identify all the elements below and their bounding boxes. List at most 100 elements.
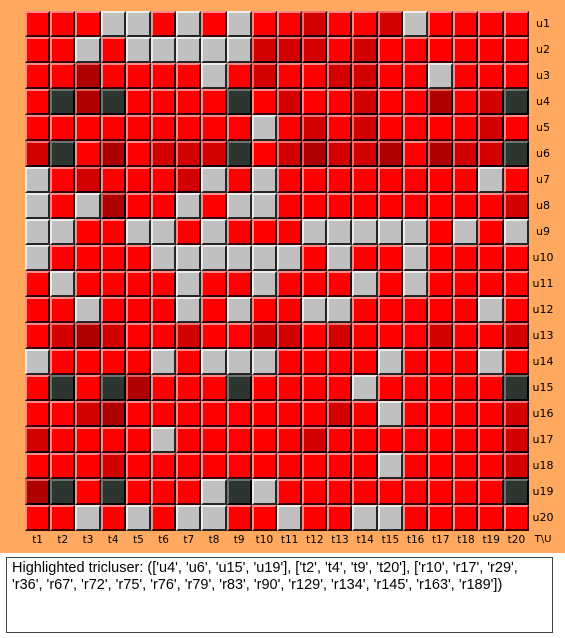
heatmap-cell[interactable]	[50, 89, 76, 115]
heatmap-cell[interactable]	[75, 115, 101, 141]
heatmap-cell[interactable]	[302, 479, 328, 505]
heatmap-cell[interactable]	[377, 505, 403, 531]
heatmap-cell[interactable]	[352, 193, 378, 219]
heatmap-cell[interactable]	[150, 11, 177, 37]
heatmap-cell[interactable]	[327, 193, 353, 219]
heatmap-cell[interactable]	[176, 89, 202, 115]
heatmap-cell[interactable]	[402, 479, 428, 505]
heatmap-cell[interactable]	[453, 453, 479, 479]
heatmap-cell[interactable]	[226, 167, 252, 193]
heatmap-cell[interactable]	[402, 349, 428, 375]
heatmap-cell[interactable]	[352, 271, 378, 297]
heatmap-cell[interactable]	[276, 219, 303, 245]
heatmap-cell[interactable]	[276, 245, 303, 271]
heatmap-cell[interactable]	[352, 11, 378, 37]
heatmap-cell[interactable]	[276, 505, 303, 531]
heatmap-cell[interactable]	[100, 11, 126, 37]
heatmap-cell[interactable]	[377, 89, 403, 115]
heatmap-cell[interactable]	[428, 167, 454, 193]
heatmap-cell[interactable]	[302, 349, 328, 375]
heatmap-cell[interactable]	[402, 453, 428, 479]
heatmap-cell[interactable]	[25, 245, 51, 271]
heatmap-cell[interactable]	[327, 297, 353, 323]
heatmap-cell[interactable]	[302, 115, 328, 141]
heatmap-cell[interactable]	[201, 193, 227, 219]
heatmap-cell[interactable]	[276, 427, 303, 453]
heatmap-cell[interactable]	[25, 63, 51, 89]
heatmap-cell[interactable]	[478, 479, 504, 505]
heatmap-cell[interactable]	[50, 505, 76, 531]
heatmap-cell[interactable]	[453, 427, 479, 453]
heatmap-cell[interactable]	[251, 37, 277, 63]
heatmap-cell[interactable]	[176, 245, 202, 271]
heatmap-cell[interactable]	[251, 271, 277, 297]
heatmap-cell[interactable]	[302, 401, 328, 427]
heatmap-cell[interactable]	[150, 37, 177, 63]
heatmap-cell[interactable]	[226, 89, 252, 115]
heatmap-cell[interactable]	[150, 193, 177, 219]
heatmap-cell[interactable]	[377, 219, 403, 245]
heatmap-cell[interactable]	[251, 479, 277, 505]
heatmap-cell[interactable]	[352, 427, 378, 453]
heatmap-cell[interactable]	[377, 401, 403, 427]
heatmap-cell[interactable]	[276, 401, 303, 427]
heatmap-cell[interactable]	[402, 141, 428, 167]
heatmap-cell[interactable]	[503, 427, 529, 453]
heatmap-cell[interactable]	[377, 63, 403, 89]
heatmap-cell[interactable]	[428, 11, 454, 37]
heatmap-cell[interactable]	[478, 11, 504, 37]
heatmap-cell[interactable]	[201, 89, 227, 115]
heatmap-cell[interactable]	[25, 11, 51, 37]
heatmap-cell[interactable]	[453, 11, 479, 37]
heatmap-cell[interactable]	[402, 89, 428, 115]
heatmap-cell[interactable]	[150, 63, 177, 89]
heatmap-cell[interactable]	[150, 323, 177, 349]
heatmap-cell[interactable]	[25, 89, 51, 115]
heatmap-cell[interactable]	[150, 219, 177, 245]
heatmap-cell[interactable]	[25, 297, 51, 323]
heatmap-cell[interactable]	[503, 375, 529, 401]
heatmap-cell[interactable]	[428, 427, 454, 453]
heatmap-cell[interactable]	[503, 11, 529, 37]
heatmap-cell[interactable]	[100, 63, 126, 89]
heatmap-cell[interactable]	[50, 37, 76, 63]
heatmap-cell[interactable]	[226, 115, 252, 141]
heatmap-cell[interactable]	[327, 375, 353, 401]
heatmap-cell[interactable]	[176, 349, 202, 375]
heatmap-cell[interactable]	[150, 453, 177, 479]
heatmap-cell[interactable]	[50, 323, 76, 349]
heatmap-cell[interactable]	[428, 349, 454, 375]
heatmap-cell[interactable]	[150, 401, 177, 427]
heatmap-cell[interactable]	[302, 245, 328, 271]
heatmap-cell[interactable]	[226, 141, 252, 167]
heatmap-cell[interactable]	[327, 479, 353, 505]
heatmap-cell[interactable]	[150, 427, 177, 453]
heatmap-cell[interactable]	[176, 401, 202, 427]
heatmap-cell[interactable]	[302, 219, 328, 245]
heatmap-cell[interactable]	[150, 375, 177, 401]
heatmap-cell[interactable]	[150, 297, 177, 323]
heatmap-cell[interactable]	[478, 219, 504, 245]
heatmap-cell[interactable]	[251, 375, 277, 401]
heatmap-cell[interactable]	[100, 505, 126, 531]
heatmap-cell[interactable]	[150, 479, 177, 505]
heatmap-cell[interactable]	[50, 11, 76, 37]
heatmap-cell[interactable]	[201, 375, 227, 401]
heatmap-cell[interactable]	[201, 115, 227, 141]
heatmap-cell[interactable]	[478, 375, 504, 401]
heatmap-cell[interactable]	[50, 219, 76, 245]
heatmap-cell[interactable]	[377, 167, 403, 193]
heatmap-cell[interactable]	[276, 193, 303, 219]
heatmap-cell[interactable]	[125, 115, 151, 141]
heatmap-cell[interactable]	[251, 245, 277, 271]
heatmap-cell[interactable]	[50, 375, 76, 401]
heatmap-cell[interactable]	[150, 167, 177, 193]
heatmap-cell[interactable]	[125, 271, 151, 297]
heatmap-cell[interactable]	[201, 427, 227, 453]
heatmap-cell[interactable]	[25, 141, 51, 167]
heatmap-cell[interactable]	[75, 479, 101, 505]
heatmap-cell[interactable]	[327, 11, 353, 37]
heatmap-cell[interactable]	[25, 193, 51, 219]
heatmap-cell[interactable]	[125, 505, 151, 531]
heatmap-cell[interactable]	[100, 193, 126, 219]
